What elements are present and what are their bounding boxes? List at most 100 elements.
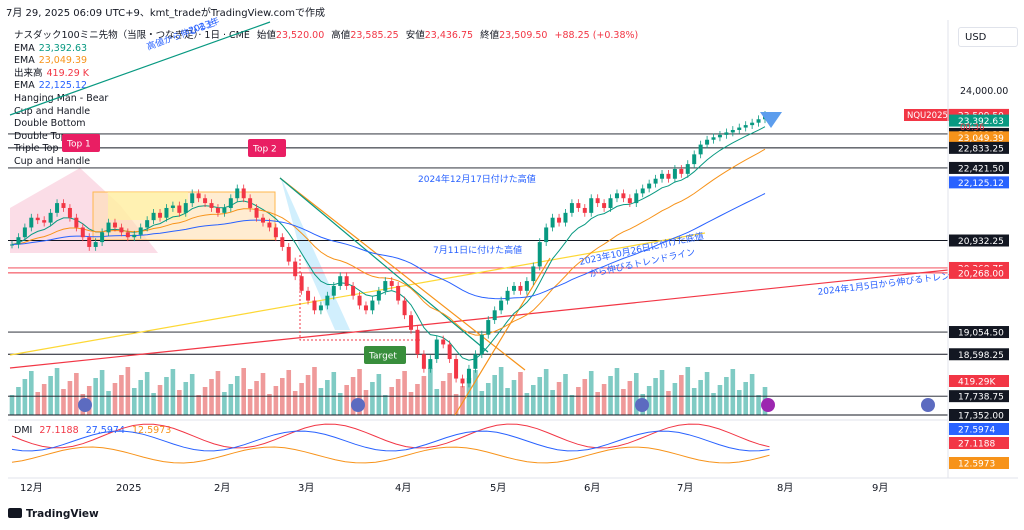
- chart-legend: ナスダック100ミニ先物（当限・つなぎ足）· 1日 · CME 始値23,520…: [14, 30, 638, 169]
- volume-bar: [267, 394, 272, 415]
- x-axis-tick: 9月: [872, 482, 888, 494]
- price-tag-text: 23,392.63: [958, 117, 1004, 127]
- volume-bar: [41, 384, 47, 415]
- volume-bar: [556, 382, 562, 415]
- symbol-badge: [904, 109, 949, 121]
- tradingview-logo[interactable]: TradingView: [8, 508, 99, 520]
- symbol-line[interactable]: ナスダック100ミニ先物（当限・つなぎ足）· 1日 · CME 始値23,520…: [14, 30, 638, 43]
- candle-body: [222, 207, 227, 213]
- indicator-row[interactable]: EMA 23,392.63: [14, 43, 638, 56]
- annotation-text: 2024年12月17日付けた高値: [418, 173, 536, 185]
- candle-body: [672, 168, 677, 179]
- indicator-row[interactable]: 出来高 419.29 K: [14, 68, 638, 81]
- indicator-row[interactable]: EMA 22,125.12: [14, 80, 638, 93]
- volume-bar: [698, 380, 703, 415]
- candle-body: [557, 217, 562, 223]
- pattern-marker: [62, 134, 100, 152]
- pattern-row[interactable]: Cup and Handle: [14, 155, 91, 167]
- candle-body: [589, 198, 594, 213]
- candle-body: [286, 246, 291, 262]
- dmi-tag-text: 27.1188: [958, 440, 995, 450]
- trend-line: [9, 269, 949, 369]
- candle-body: [196, 193, 201, 199]
- currency-button[interactable]: USD: [958, 27, 1018, 47]
- candle-body: [402, 300, 407, 316]
- price-tag-text: 22,833.25: [958, 144, 1004, 154]
- dmi-legend[interactable]: DMI 27.1188 27.5974 12.5973: [14, 425, 171, 436]
- volume-bar: [370, 382, 375, 415]
- candle-body: [299, 276, 304, 291]
- volume-bar: [389, 387, 395, 415]
- pattern-row[interactable]: Double Top: [14, 130, 67, 142]
- candle-body: [87, 237, 92, 247]
- volume-bar: [228, 384, 234, 415]
- open-value: 23,520.00: [275, 30, 325, 41]
- candle-body: [396, 285, 401, 301]
- candle-body: [48, 212, 53, 223]
- volume-bar: [576, 387, 581, 415]
- volume-bar: [511, 380, 517, 415]
- candle-body: [563, 212, 568, 223]
- low-value: 23,436.75: [424, 30, 474, 41]
- pattern-row[interactable]: Hanging Man - Bear: [14, 92, 109, 104]
- x-axis-tick: 8月: [777, 482, 793, 494]
- volume-bar: [704, 372, 710, 415]
- candle-body: [666, 173, 671, 179]
- countdown-text: 00:36: [960, 123, 985, 133]
- candle-body: [512, 285, 516, 291]
- volume-bar: [679, 375, 684, 415]
- candle-body: [582, 207, 587, 213]
- x-axis-tick: 4月: [395, 482, 411, 494]
- volume-bar: [222, 392, 227, 415]
- volume-bar: [498, 367, 504, 415]
- event-icon: [761, 398, 775, 412]
- candle-body: [389, 281, 394, 286]
- close-value: 23,509.50: [499, 30, 548, 41]
- volume-bar: [434, 389, 440, 415]
- volume-bar: [582, 379, 588, 415]
- price-tag: [949, 234, 1009, 247]
- price-tag-text: 22,125.12: [958, 179, 1004, 189]
- pattern-row[interactable]: Double Bottom: [14, 118, 86, 130]
- candle-body: [106, 222, 111, 233]
- symbol-badge-text: NQU2025: [907, 111, 948, 121]
- pattern-row[interactable]: Triple Top: [14, 143, 59, 155]
- candle-body: [634, 193, 639, 204]
- candle-body: [74, 217, 79, 228]
- candle-body: [460, 378, 465, 384]
- indicator-name: EMA: [14, 80, 35, 92]
- candle-body: [705, 139, 710, 145]
- price-tag-text: 20,268.00: [958, 269, 1004, 279]
- volume-bar: [138, 380, 144, 415]
- candle-body: [170, 205, 175, 208]
- candle-body: [16, 237, 21, 245]
- volume-bar: [196, 395, 201, 415]
- trend-line: [279, 177, 489, 353]
- indicator-row[interactable]: EMA 23,049.39: [14, 55, 638, 68]
- candle-body: [524, 281, 529, 291]
- candle-body: [518, 285, 523, 291]
- volume-bar: [447, 373, 452, 415]
- volume-bar: [453, 394, 459, 415]
- indicator-value: 23,049.39: [38, 55, 88, 67]
- annotation-text: 高値から伸びる上: [145, 17, 217, 53]
- volume-bar: [183, 382, 189, 415]
- dmi-line: [11, 423, 770, 449]
- dmi-value: 27.5974: [85, 425, 125, 436]
- annotation-text: 7月11日に付けた高値: [433, 244, 522, 256]
- indicator-name: EMA: [14, 42, 35, 54]
- candle-body: [750, 122, 755, 126]
- candle-body: [145, 220, 150, 228]
- dmi-tag: [949, 437, 1009, 449]
- volume-bar: [9, 395, 15, 415]
- candle-body: [280, 237, 285, 247]
- candle-body: [158, 212, 163, 218]
- symbol-name[interactable]: ナスダック100ミニ先物（当限・つなぎ足）· 1日 · CME: [14, 30, 250, 41]
- candle-body: [125, 232, 130, 238]
- volume-bar: [646, 386, 652, 415]
- candle-body: [67, 207, 72, 218]
- open-label: 始値: [256, 30, 276, 41]
- pattern-row[interactable]: Cup and Handle: [14, 105, 91, 117]
- event-icon: [635, 398, 649, 412]
